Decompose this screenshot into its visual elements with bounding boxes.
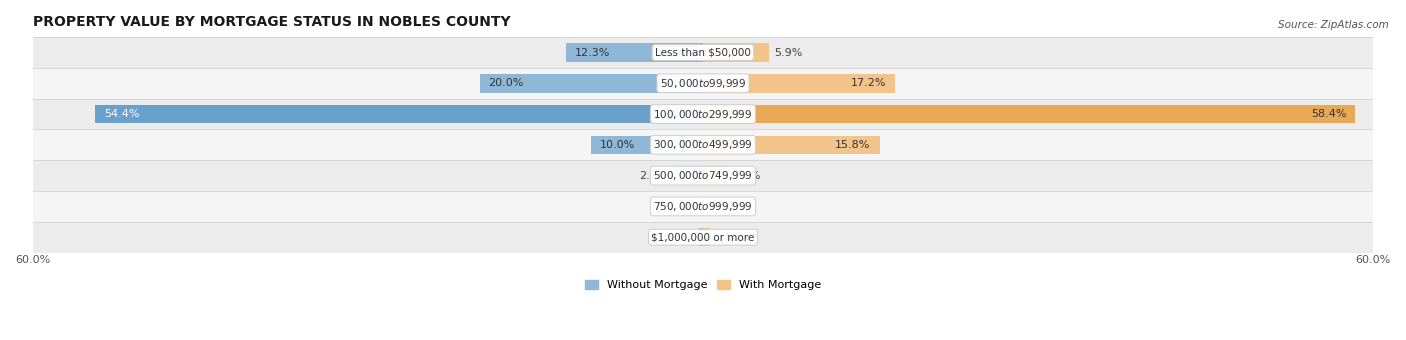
Text: 2.1%: 2.1% bbox=[733, 171, 761, 181]
Text: 15.8%: 15.8% bbox=[835, 140, 870, 150]
Bar bbox=[479, 74, 703, 92]
Bar bbox=[703, 105, 1355, 123]
Text: 10.0%: 10.0% bbox=[600, 140, 636, 150]
Bar bbox=[32, 191, 1374, 222]
Bar bbox=[703, 228, 710, 246]
Text: 0.4%: 0.4% bbox=[665, 232, 693, 242]
Text: Less than $50,000: Less than $50,000 bbox=[655, 48, 751, 57]
Text: $50,000 to $99,999: $50,000 to $99,999 bbox=[659, 77, 747, 90]
Bar bbox=[32, 130, 1374, 160]
Bar bbox=[673, 166, 703, 185]
Text: $1,000,000 or more: $1,000,000 or more bbox=[651, 232, 755, 242]
Bar bbox=[700, 197, 703, 216]
Bar bbox=[32, 222, 1374, 253]
Bar bbox=[703, 74, 896, 92]
Text: 20.0%: 20.0% bbox=[488, 78, 524, 88]
Text: 0.59%: 0.59% bbox=[716, 232, 751, 242]
Text: 12.3%: 12.3% bbox=[575, 48, 610, 57]
Bar bbox=[703, 166, 727, 185]
Text: Source: ZipAtlas.com: Source: ZipAtlas.com bbox=[1278, 20, 1389, 30]
Text: 58.4%: 58.4% bbox=[1310, 109, 1347, 119]
Text: 5.9%: 5.9% bbox=[775, 48, 803, 57]
Text: 17.2%: 17.2% bbox=[851, 78, 886, 88]
Text: 54.4%: 54.4% bbox=[104, 109, 139, 119]
Bar bbox=[32, 68, 1374, 99]
Bar bbox=[703, 136, 880, 154]
Bar bbox=[32, 160, 1374, 191]
Bar bbox=[565, 43, 703, 62]
Bar bbox=[96, 105, 703, 123]
Bar bbox=[32, 99, 1374, 130]
Legend: Without Mortgage, With Mortgage: Without Mortgage, With Mortgage bbox=[581, 275, 825, 294]
Text: $750,000 to $999,999: $750,000 to $999,999 bbox=[654, 200, 752, 213]
Bar bbox=[592, 136, 703, 154]
Text: 0.2%: 0.2% bbox=[666, 201, 695, 211]
Bar bbox=[699, 228, 703, 246]
Bar bbox=[703, 43, 769, 62]
Text: 2.7%: 2.7% bbox=[638, 171, 668, 181]
Text: PROPERTY VALUE BY MORTGAGE STATUS IN NOBLES COUNTY: PROPERTY VALUE BY MORTGAGE STATUS IN NOB… bbox=[32, 15, 510, 29]
Text: $500,000 to $749,999: $500,000 to $749,999 bbox=[654, 169, 752, 182]
Bar bbox=[32, 37, 1374, 68]
Text: $300,000 to $499,999: $300,000 to $499,999 bbox=[654, 138, 752, 151]
Text: $100,000 to $299,999: $100,000 to $299,999 bbox=[654, 107, 752, 121]
Text: 0.11%: 0.11% bbox=[710, 201, 745, 211]
